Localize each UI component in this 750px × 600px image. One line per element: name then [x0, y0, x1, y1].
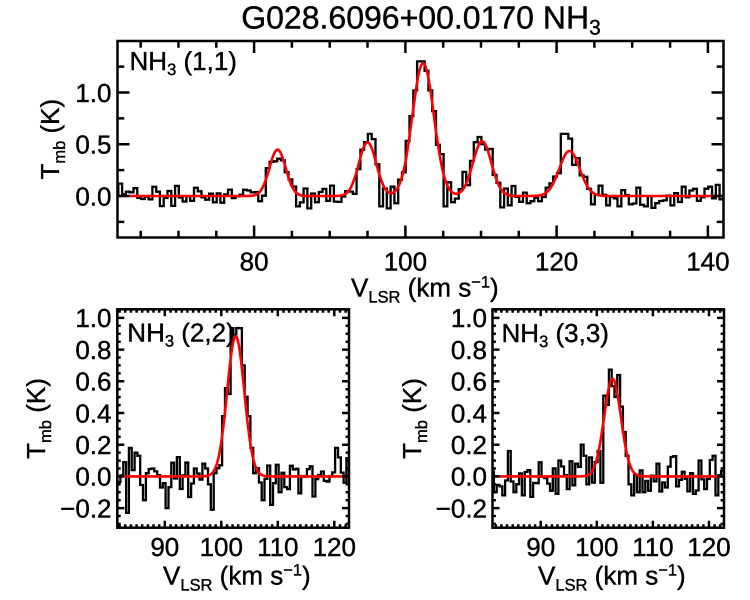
svg-text:100: 100 — [575, 532, 618, 562]
svg-text:120: 120 — [313, 532, 356, 562]
svg-text:Tmb (K): Tmb (K) — [21, 378, 55, 459]
svg-text:0.0: 0.0 — [75, 181, 111, 211]
svg-text:0.6: 0.6 — [75, 367, 111, 397]
svg-text:Tmb (K): Tmb (K) — [397, 378, 431, 459]
svg-text:−0.2: −0.2 — [436, 493, 487, 523]
svg-text:0.6: 0.6 — [451, 367, 487, 397]
svg-text:0.5: 0.5 — [75, 130, 111, 160]
svg-text:100: 100 — [384, 247, 427, 277]
svg-text:NH3 (1,1): NH3 (1,1) — [130, 46, 237, 79]
svg-text:0.4: 0.4 — [75, 398, 111, 428]
svg-text:1.0: 1.0 — [451, 303, 487, 333]
svg-text:0.2: 0.2 — [451, 430, 487, 460]
svg-text:90: 90 — [150, 532, 179, 562]
svg-text:Tmb (K): Tmb (K) — [35, 99, 69, 180]
svg-text:VLSR (km s−1): VLSR (km s−1) — [351, 273, 499, 307]
svg-text:0.4: 0.4 — [451, 398, 487, 428]
svg-text:G028.6096+00.0170 NH3: G028.6096+00.0170 NH3 — [241, 0, 601, 40]
svg-text:110: 110 — [632, 532, 673, 562]
svg-text:110: 110 — [257, 532, 298, 562]
svg-text:0.0: 0.0 — [451, 462, 487, 492]
svg-text:0.2: 0.2 — [75, 430, 111, 460]
svg-text:1.0: 1.0 — [75, 303, 111, 333]
svg-text:0.0: 0.0 — [75, 462, 111, 492]
svg-text:0.8: 0.8 — [75, 335, 111, 365]
svg-text:120: 120 — [687, 532, 730, 562]
svg-text:1.0: 1.0 — [75, 78, 111, 108]
svg-text:0.8: 0.8 — [451, 335, 487, 365]
svg-text:100: 100 — [200, 532, 243, 562]
svg-text:NH3 (3,3): NH3 (3,3) — [502, 318, 609, 351]
svg-text:140: 140 — [686, 247, 729, 277]
svg-text:NH3 (2,2): NH3 (2,2) — [127, 318, 234, 351]
svg-text:80: 80 — [240, 247, 269, 277]
svg-text:120: 120 — [535, 247, 578, 277]
svg-text:−0.2: −0.2 — [60, 493, 111, 523]
svg-text:90: 90 — [526, 532, 555, 562]
